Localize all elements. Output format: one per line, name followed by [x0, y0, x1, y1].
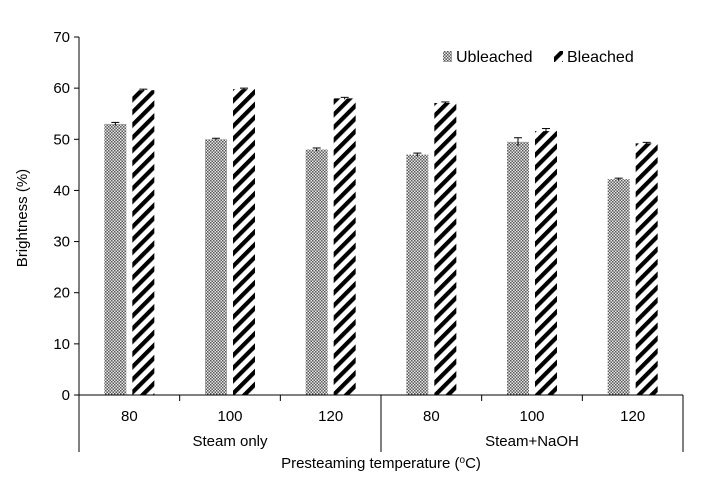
y-axis-title: Brightness (%)	[14, 169, 31, 267]
group-label: Steam only	[192, 433, 268, 450]
group-label: Steam+NaOH	[485, 433, 579, 450]
x-tick-label: 120	[318, 408, 343, 425]
x-tick-label: 100	[217, 408, 242, 425]
x-axis-title: Presteaming temperature (oC)	[281, 455, 481, 472]
y-tick-label: 20	[53, 285, 70, 302]
bar-unbleached	[104, 123, 127, 395]
y-tick-label: 40	[53, 182, 70, 199]
y-tick-label: 30	[53, 234, 70, 251]
x-tick-label: 80	[121, 408, 138, 425]
y-tick-label: 50	[53, 131, 70, 148]
bar-bleached	[233, 89, 255, 395]
legend-swatch-unbleached	[443, 51, 452, 62]
bar-unbleached	[205, 139, 227, 395]
legend-swatch-bleached	[554, 51, 563, 62]
bar-bleached	[434, 102, 457, 395]
legend-label-unbleached: Ubleached	[456, 49, 533, 66]
bar-unbleached	[607, 179, 630, 395]
y-tick-label: 70	[53, 29, 70, 46]
x-tick-label: 80	[423, 408, 440, 425]
x-axis-title-prefix: Presteaming temperature (	[281, 455, 459, 472]
x-axis-title-sup: o	[460, 455, 466, 466]
bar-bleached	[333, 98, 356, 395]
x-axis-title-suffix: C)	[465, 455, 481, 472]
bar-unbleached	[507, 141, 529, 395]
bar-bleached	[635, 143, 658, 395]
x-tick-label: 120	[620, 408, 645, 425]
bars	[104, 87, 658, 396]
x-axis: 80 100 120 80 100 120 Steam only Steam+NaOH	[78, 394, 684, 452]
y-tick-label: 10	[53, 336, 70, 353]
y-tick-label: 0	[62, 387, 70, 404]
y-tick-label: 60	[53, 80, 70, 97]
bar-bleached	[132, 90, 155, 395]
bar-unbleached	[305, 149, 328, 395]
bar-bleached	[535, 131, 557, 396]
x-tick-label: 100	[519, 408, 544, 425]
y-axis: 0 10 20 30 40 50 60 70	[53, 29, 80, 404]
bar-unbleached	[406, 154, 429, 395]
legend-label-bleached: Bleached	[567, 49, 634, 66]
legend: Ubleached Bleached	[443, 49, 634, 66]
